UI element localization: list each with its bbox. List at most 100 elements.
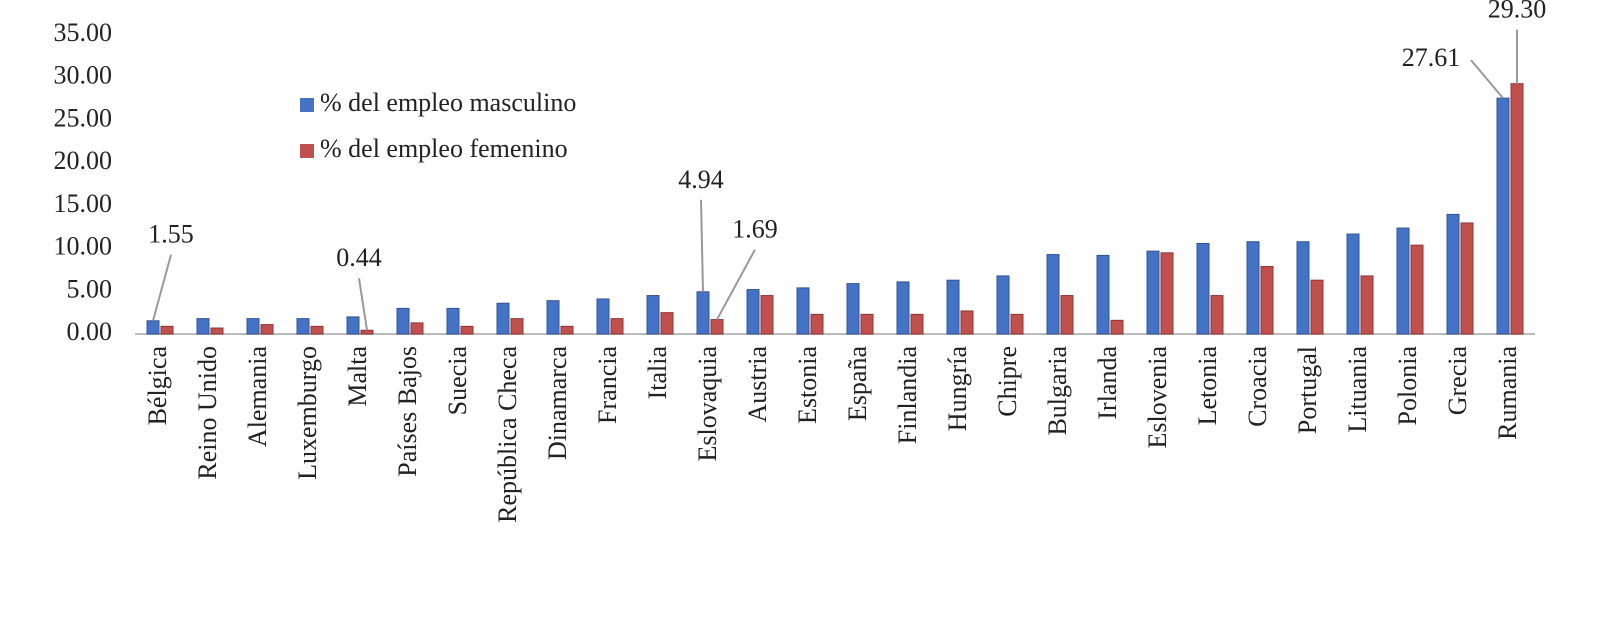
bar xyxy=(760,295,774,335)
data-label: 29.30 xyxy=(1488,0,1547,24)
bar xyxy=(146,320,160,335)
leader-line xyxy=(358,278,368,331)
y-tick-label: 35.00 xyxy=(54,18,113,47)
x-tick-label: República Checa xyxy=(493,346,522,523)
bar xyxy=(560,325,574,335)
bar xyxy=(1346,233,1360,335)
x-tick-label: Grecia xyxy=(1443,346,1472,416)
bar xyxy=(460,325,474,335)
legend-swatch xyxy=(300,144,314,158)
y-tick-label: 10.00 xyxy=(54,232,113,261)
bar xyxy=(346,316,360,335)
leader-line xyxy=(700,199,704,292)
x-tick-label: Francia xyxy=(593,346,622,424)
bar xyxy=(1260,266,1274,335)
x-tick-label: Luxemburgo xyxy=(293,346,322,480)
bar xyxy=(596,298,610,335)
bar xyxy=(1060,295,1074,335)
bar xyxy=(196,318,210,335)
y-tick-label: 25.00 xyxy=(54,103,113,132)
x-tick-label: Chipre xyxy=(993,346,1022,417)
data-label: 27.61 xyxy=(1402,43,1461,72)
data-label: 0.44 xyxy=(336,243,382,272)
x-tick-label: Polonia xyxy=(1393,346,1422,426)
legend-label: % del empleo masculino xyxy=(320,88,576,117)
bar xyxy=(160,325,174,335)
x-tick-label: Suecia xyxy=(443,346,472,416)
bar xyxy=(810,313,824,335)
bar xyxy=(1046,254,1060,335)
x-tick-label: Bulgaria xyxy=(1043,346,1072,436)
bar xyxy=(1496,97,1510,335)
bar xyxy=(1210,295,1224,335)
bar xyxy=(910,313,924,335)
y-tick-label: 5.00 xyxy=(67,274,113,303)
bar xyxy=(896,281,910,335)
bar xyxy=(960,310,974,335)
bar xyxy=(1160,252,1174,335)
bar xyxy=(210,327,224,335)
legend-label: % del empleo femenino xyxy=(320,134,568,163)
bar xyxy=(1396,227,1410,335)
x-tick-label: Irlanda xyxy=(1093,346,1122,420)
bar xyxy=(696,291,710,335)
bar xyxy=(610,318,624,335)
bar xyxy=(1360,275,1374,335)
x-tick-label: Lituania xyxy=(1343,346,1372,433)
y-tick-label: 30.00 xyxy=(54,61,113,90)
data-label: 1.69 xyxy=(732,215,778,244)
data-label: 1.55 xyxy=(148,220,194,249)
bar xyxy=(510,318,524,335)
bar xyxy=(1510,83,1524,335)
y-tick-label: 20.00 xyxy=(54,146,113,175)
x-tick-label: España xyxy=(843,346,872,422)
x-tick-label: Países Bajos xyxy=(393,346,422,477)
data-label: 4.94 xyxy=(678,165,724,194)
x-tick-label: Malta xyxy=(343,346,372,407)
x-tick-label: Austria xyxy=(743,346,772,423)
bar xyxy=(1310,279,1324,335)
y-tick-label: 15.00 xyxy=(54,189,113,218)
bar xyxy=(1446,213,1460,335)
x-tick-label: Rumania xyxy=(1493,346,1522,440)
leader-line xyxy=(1470,59,1504,99)
bar xyxy=(946,279,960,335)
bar xyxy=(1196,242,1210,335)
x-tick-label: Bélgica xyxy=(143,346,172,426)
x-tick-label: Finlandia xyxy=(893,346,922,445)
x-tick-label: Estonia xyxy=(793,346,822,424)
bar xyxy=(1110,319,1124,335)
bar xyxy=(996,275,1010,335)
x-tick-label: Portugal xyxy=(1293,346,1322,434)
bar xyxy=(846,283,860,335)
bar xyxy=(646,295,660,335)
bar xyxy=(1296,241,1310,335)
bar xyxy=(710,319,724,335)
bar xyxy=(746,289,760,335)
bar xyxy=(796,287,810,335)
bar xyxy=(360,329,374,335)
bar xyxy=(1010,313,1024,335)
x-tick-label: Alemania xyxy=(243,346,272,448)
bar xyxy=(546,300,560,335)
bar xyxy=(1460,222,1474,335)
bar xyxy=(410,322,424,335)
bar xyxy=(246,318,260,335)
x-tick-label: Italia xyxy=(643,346,672,400)
x-tick-label: Reino Unido xyxy=(193,346,222,480)
x-tick-label: Dinamarca xyxy=(543,346,572,461)
bar xyxy=(446,307,460,335)
bar xyxy=(396,307,410,335)
leader-line xyxy=(716,249,756,321)
x-tick-label: Hungría xyxy=(943,346,972,432)
bar xyxy=(496,302,510,335)
x-tick-label: Croacia xyxy=(1243,346,1272,427)
x-tick-label: Letonia xyxy=(1193,346,1222,426)
bar xyxy=(1246,241,1260,335)
bar xyxy=(1096,254,1110,335)
legend-swatch xyxy=(300,98,314,112)
bar xyxy=(296,318,310,335)
bar xyxy=(1410,244,1424,335)
y-tick-label: 0.00 xyxy=(67,317,113,346)
